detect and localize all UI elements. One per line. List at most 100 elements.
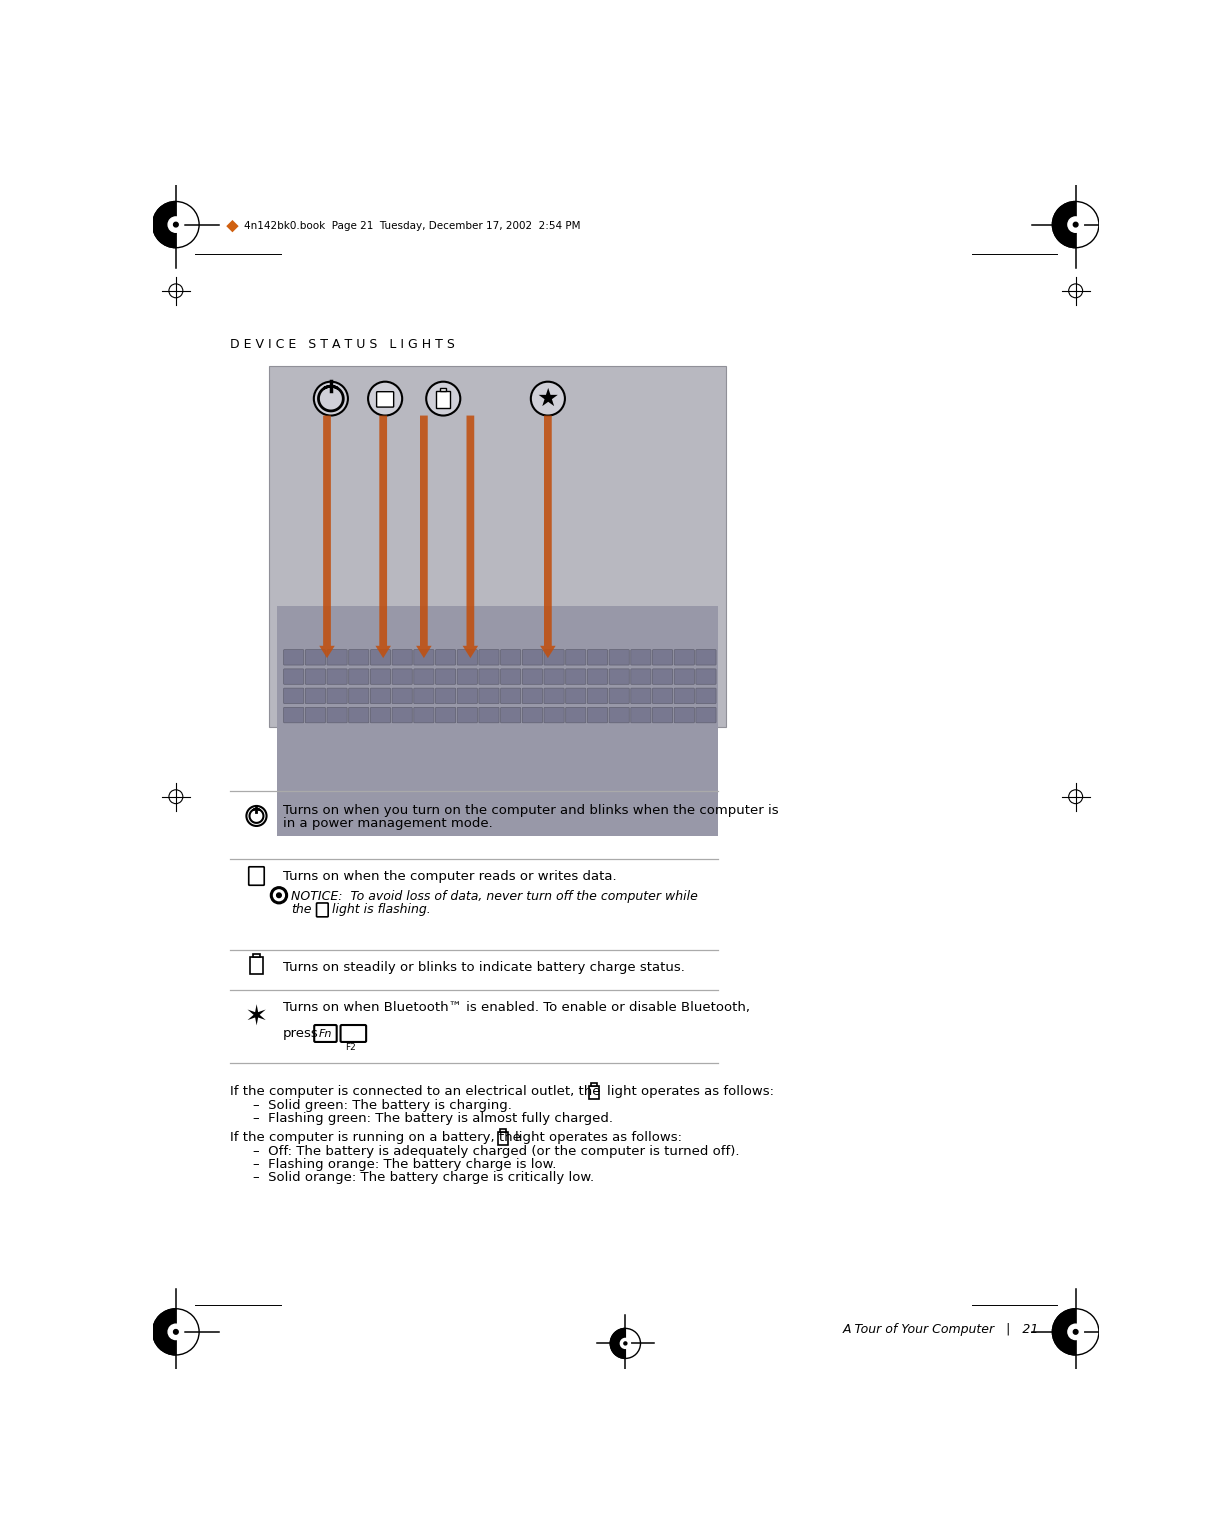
FancyBboxPatch shape [479, 669, 499, 684]
FancyBboxPatch shape [631, 669, 651, 684]
Text: Fn: Fn [319, 1029, 332, 1038]
FancyBboxPatch shape [327, 707, 347, 723]
FancyBboxPatch shape [501, 687, 520, 703]
FancyBboxPatch shape [305, 669, 326, 684]
FancyBboxPatch shape [696, 687, 716, 703]
Wedge shape [610, 1329, 625, 1358]
FancyBboxPatch shape [609, 687, 629, 703]
FancyBboxPatch shape [283, 687, 304, 703]
FancyBboxPatch shape [545, 707, 564, 723]
FancyBboxPatch shape [631, 687, 651, 703]
FancyBboxPatch shape [696, 707, 716, 723]
FancyBboxPatch shape [609, 669, 629, 684]
FancyBboxPatch shape [545, 669, 564, 684]
FancyBboxPatch shape [674, 669, 695, 684]
Text: –  Solid orange: The battery charge is critically low.: – Solid orange: The battery charge is cr… [254, 1170, 595, 1184]
Circle shape [1068, 217, 1083, 232]
FancyBboxPatch shape [283, 669, 304, 684]
Circle shape [168, 217, 183, 232]
Text: light operates as follows:: light operates as follows: [515, 1130, 683, 1144]
Text: Turns on when the computer reads or writes data.: Turns on when the computer reads or writ… [283, 871, 617, 883]
FancyBboxPatch shape [501, 649, 520, 664]
Text: light is flashing.: light is flashing. [332, 903, 430, 917]
Text: light operates as follows:: light operates as follows: [607, 1084, 774, 1098]
FancyBboxPatch shape [414, 669, 433, 684]
Circle shape [274, 891, 284, 901]
FancyBboxPatch shape [254, 954, 260, 957]
FancyBboxPatch shape [370, 707, 391, 723]
FancyBboxPatch shape [283, 649, 304, 664]
FancyBboxPatch shape [565, 649, 586, 664]
Text: If the computer is connected to an electrical outlet, the: If the computer is connected to an elect… [230, 1084, 601, 1098]
FancyBboxPatch shape [349, 707, 369, 723]
FancyBboxPatch shape [631, 649, 651, 664]
Polygon shape [319, 415, 335, 658]
Text: –  Off: The battery is adequately charged (or the computer is turned off).: – Off: The battery is adequately charged… [254, 1144, 740, 1158]
FancyBboxPatch shape [327, 669, 347, 684]
FancyBboxPatch shape [305, 707, 326, 723]
FancyBboxPatch shape [292, 666, 338, 675]
FancyBboxPatch shape [652, 687, 673, 703]
FancyBboxPatch shape [314, 1024, 337, 1041]
FancyBboxPatch shape [457, 669, 477, 684]
FancyBboxPatch shape [436, 707, 455, 723]
Polygon shape [463, 415, 479, 658]
FancyBboxPatch shape [349, 649, 369, 664]
FancyBboxPatch shape [414, 687, 433, 703]
FancyBboxPatch shape [283, 707, 304, 723]
FancyBboxPatch shape [587, 649, 608, 664]
FancyBboxPatch shape [674, 687, 695, 703]
Circle shape [314, 381, 348, 415]
Text: Turns on steadily or blinks to indicate battery charge status.: Turns on steadily or blinks to indicate … [283, 961, 685, 974]
Circle shape [624, 1343, 626, 1344]
FancyBboxPatch shape [565, 669, 586, 684]
Wedge shape [1053, 1309, 1076, 1355]
Circle shape [1068, 1324, 1083, 1340]
FancyBboxPatch shape [457, 707, 477, 723]
FancyBboxPatch shape [587, 669, 608, 684]
Circle shape [1073, 1329, 1078, 1333]
FancyBboxPatch shape [545, 687, 564, 703]
FancyBboxPatch shape [392, 669, 413, 684]
FancyBboxPatch shape [565, 687, 586, 703]
Polygon shape [226, 220, 238, 232]
FancyBboxPatch shape [523, 687, 542, 703]
FancyBboxPatch shape [631, 707, 651, 723]
FancyBboxPatch shape [349, 687, 369, 703]
FancyBboxPatch shape [436, 669, 455, 684]
FancyBboxPatch shape [436, 391, 451, 408]
Text: 4n142bk0.book  Page 21  Tuesday, December 17, 2002  2:54 PM: 4n142bk0.book Page 21 Tuesday, December … [244, 221, 580, 231]
FancyBboxPatch shape [591, 1083, 597, 1086]
Polygon shape [375, 415, 391, 658]
Polygon shape [416, 415, 432, 658]
Text: D E V I C E   S T A T U S   L I G H T S: D E V I C E S T A T U S L I G H T S [230, 338, 455, 351]
FancyBboxPatch shape [590, 1086, 600, 1100]
FancyBboxPatch shape [696, 669, 716, 684]
FancyBboxPatch shape [305, 649, 326, 664]
Text: Turns on when you turn on the computer and blinks when the computer is: Turns on when you turn on the computer a… [283, 804, 779, 817]
FancyBboxPatch shape [565, 707, 586, 723]
Wedge shape [1053, 201, 1076, 248]
FancyBboxPatch shape [249, 867, 264, 886]
FancyBboxPatch shape [376, 392, 393, 408]
Text: press: press [283, 1027, 319, 1040]
FancyBboxPatch shape [587, 687, 608, 703]
Text: Turns on when Bluetooth™ is enabled. To enable or disable Bluetooth,: Turns on when Bluetooth™ is enabled. To … [283, 1001, 750, 1014]
FancyBboxPatch shape [277, 611, 718, 720]
Circle shape [368, 381, 402, 415]
FancyBboxPatch shape [414, 707, 433, 723]
Wedge shape [153, 201, 176, 248]
FancyBboxPatch shape [341, 1024, 366, 1041]
FancyBboxPatch shape [269, 366, 726, 727]
FancyBboxPatch shape [523, 669, 542, 684]
FancyBboxPatch shape [501, 669, 520, 684]
FancyBboxPatch shape [674, 649, 695, 664]
FancyBboxPatch shape [499, 1129, 505, 1132]
FancyBboxPatch shape [501, 707, 520, 723]
FancyBboxPatch shape [652, 649, 673, 664]
Text: –  Flashing green: The battery is almost fully charged.: – Flashing green: The battery is almost … [254, 1112, 613, 1124]
FancyBboxPatch shape [392, 687, 413, 703]
FancyBboxPatch shape [370, 649, 391, 664]
FancyBboxPatch shape [498, 1132, 508, 1146]
Text: –  Solid green: The battery is charging.: – Solid green: The battery is charging. [254, 1098, 513, 1112]
